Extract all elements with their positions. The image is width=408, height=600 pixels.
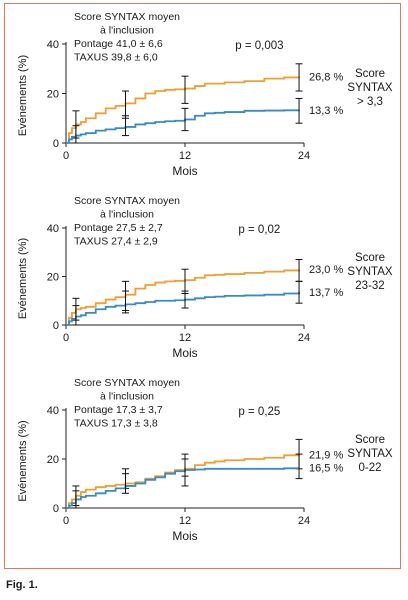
end-label-taxus: 13,7 % (309, 287, 343, 299)
error-bar-taxus (181, 458, 189, 487)
series-line-taxus (66, 291, 300, 326)
info-line: Pontage 27,5 ± 2,7 (74, 222, 163, 234)
figure-caption: Fig. 1. (6, 579, 38, 591)
y-axis-label: Evénements (%) (17, 420, 29, 501)
y-axis-label: Evénements (%) (17, 238, 29, 319)
y-tick-label: 0 (53, 138, 59, 150)
info-line: à l'inclusion (100, 25, 154, 37)
end-label-pontage: 23,0 % (309, 264, 343, 276)
y-tick-label: 0 (53, 320, 59, 332)
info-line: Score SYNTAX moyen (74, 11, 180, 23)
group-label: 0-22 (358, 462, 381, 474)
p-value: p = 0,003 (235, 40, 283, 52)
info-line: Pontage 17,3 ± 3,7 (74, 404, 163, 416)
series-line-taxus (66, 109, 300, 144)
error-bar-taxus (122, 473, 129, 494)
group-label: 23-32 (355, 280, 384, 292)
y-axis-label: Evénements (%) (17, 55, 29, 136)
group-label: Score (355, 434, 385, 446)
error-bar-taxus (295, 280, 303, 304)
y-tick-label: 40 (47, 39, 59, 51)
y-tick-label: 20 (47, 272, 59, 284)
group-label: SYNTAX (347, 266, 392, 278)
figure-frame (4, 3, 401, 569)
error-bar-taxus (181, 290, 189, 309)
x-tick-label: 12 (179, 515, 191, 527)
error-bar-taxus (72, 490, 80, 509)
x-tick-label: 12 (179, 332, 191, 344)
x-tick-label: 0 (63, 515, 69, 527)
info-line: Score SYNTAX moyen (74, 195, 180, 207)
end-label-taxus: 13,3 % (309, 105, 343, 117)
error-bar-taxus (72, 305, 80, 326)
x-axis-label: Mois (172, 346, 197, 360)
series-line-taxus (66, 467, 300, 509)
y-tick-label: 0 (53, 503, 59, 515)
series-line-pontage (66, 76, 300, 144)
info-line: Pontage 41,0 ± 6,6 (74, 38, 163, 50)
group-label: Score (355, 252, 385, 264)
group-label: SYNTAX (347, 82, 392, 94)
error-bar-taxus (122, 290, 129, 314)
error-bar-taxus (122, 115, 129, 137)
x-tick-label: 24 (298, 150, 310, 162)
x-axis-label: Mois (172, 164, 197, 178)
p-value: p = 0,02 (238, 224, 280, 236)
chart-panel-1: 0 20 40 0 12 24 Evénements (%) Mois Score SYNTAX… (17, 11, 393, 178)
error-bar-pontage (181, 75, 189, 104)
info-line: TAXUS 17,3 ± 3,8 (74, 418, 158, 430)
chart-panel-3: 0 20 40 0 12 24 Evénements (%) Mois Score SYNTAX… (17, 377, 393, 543)
error-bar-taxus (295, 453, 303, 480)
x-tick-label: 0 (63, 332, 69, 344)
end-label-pontage: 26,8 % (309, 72, 343, 84)
end-label-pontage: 21,9 % (309, 449, 343, 461)
end-label-taxus: 16,5 % (309, 463, 343, 475)
group-label: Score (355, 68, 385, 80)
error-bar-pontage (122, 90, 129, 119)
y-tick-label: 20 (47, 454, 59, 466)
x-tick-label: 24 (298, 332, 310, 344)
error-bar-taxus (295, 97, 303, 124)
x-axis-label: Mois (172, 529, 197, 543)
info-line: à l'inclusion (100, 209, 154, 221)
chart-panel-2: 0 20 40 0 12 24 Evénements (%) Mois Score SYNTAX… (17, 195, 393, 360)
info-line: TAXUS 39,8 ± 6,0 (74, 52, 158, 64)
y-tick-label: 40 (47, 405, 59, 417)
info-line: à l'inclusion (100, 391, 154, 403)
group-label: SYNTAX (347, 448, 392, 460)
x-tick-label: 0 (63, 150, 69, 162)
group-label: > 3,3 (357, 96, 383, 108)
error-bar-taxus (72, 125, 80, 144)
p-value: p = 0,25 (238, 406, 280, 418)
series-line-pontage (66, 454, 300, 509)
y-tick-label: 20 (47, 89, 59, 101)
y-tick-label: 40 (47, 223, 59, 235)
series-line-pontage (66, 269, 300, 326)
info-line: TAXUS 27,4 ± 2,9 (74, 236, 158, 248)
x-tick-label: 12 (179, 150, 191, 162)
error-bar-taxus (181, 107, 189, 132)
info-line: Score SYNTAX moyen (74, 377, 180, 389)
x-tick-label: 24 (298, 515, 310, 527)
error-bar-pontage (295, 63, 303, 92)
